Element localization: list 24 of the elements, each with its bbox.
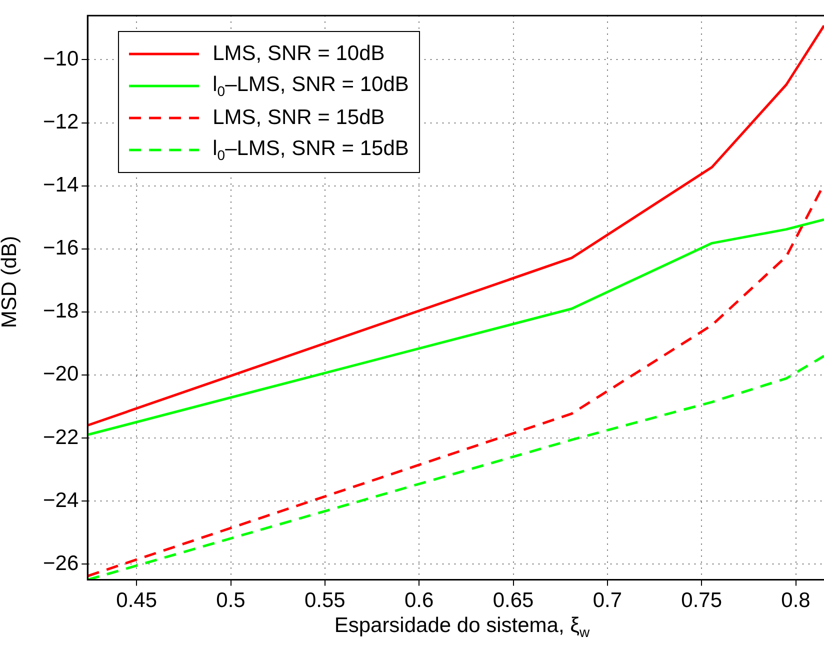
y-tick-label: −10 xyxy=(42,48,79,71)
y-axis-title: MSD (dB) xyxy=(0,234,22,330)
x-tick-label: 0.65 xyxy=(492,589,534,612)
y-tick-label: −20 xyxy=(42,362,79,386)
x-tick-label: 0.45 xyxy=(116,589,158,612)
y-tick-label: −12 xyxy=(42,110,79,134)
x-tick-label: 0.7 xyxy=(592,589,622,612)
y-tick-label: −24 xyxy=(42,488,79,512)
x-tick-label: 0.75 xyxy=(681,589,722,612)
x-tick-label: 0.8 xyxy=(781,589,810,612)
x-tick-label: 0.5 xyxy=(216,589,246,612)
x-axis-title: Esparsidade do sistema, ξ$_{w}$ xyxy=(333,614,591,640)
legend-label: LMS, SNR = 10dB xyxy=(212,42,385,66)
x-tick-label: 0.6 xyxy=(404,589,434,612)
line-series xyxy=(88,354,824,580)
y-tick-label: −22 xyxy=(42,426,79,449)
legend-label: l$_{0}$–LMS, SNR = 15dB xyxy=(212,136,409,163)
y-tick-label: −16 xyxy=(42,236,79,260)
y-tick-label: −18 xyxy=(42,300,79,323)
legend-label: LMS, SNR = 15dB xyxy=(212,106,385,130)
y-tick-label: −14 xyxy=(42,174,79,197)
legend-label: l$_{0}$–LMS, SNR = 10dB xyxy=(212,72,409,99)
y-tick-label: −26 xyxy=(42,552,79,575)
x-tick-label: 0.55 xyxy=(304,589,346,612)
